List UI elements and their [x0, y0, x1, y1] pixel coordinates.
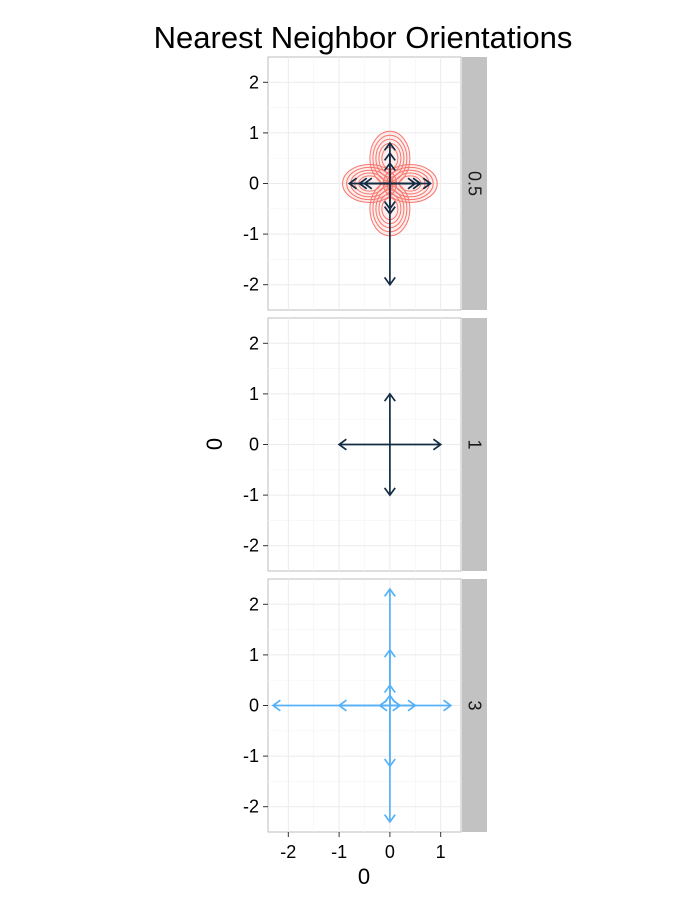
y-tick-label: -1: [243, 746, 259, 766]
vector-arrow: [389, 177, 417, 190]
y-tick-label: 0: [249, 696, 259, 716]
x-axis-title: 0: [358, 864, 370, 889]
y-tick-label: 1: [249, 384, 259, 404]
y-tick-label: 1: [249, 645, 259, 665]
facet-strip-label: 0.5: [465, 171, 485, 196]
vector-arrow: [383, 392, 396, 445]
vector-arrow: [383, 705, 396, 824]
facet-strip: [462, 318, 487, 571]
y-tick-label: -2: [243, 797, 259, 817]
facet-panel-1: -2 -1 0 1 2 0.5: [243, 56, 487, 311]
y-tick-label: 2: [249, 594, 259, 614]
facet-strip: [462, 579, 487, 832]
x-tick-label: 0: [385, 842, 395, 862]
y-axis-title: 0: [202, 438, 227, 450]
vector-arrow: [383, 161, 396, 184]
y-tick-label: 0: [249, 435, 259, 455]
y-tick-label: 2: [249, 333, 259, 353]
vector-arrow: [337, 438, 390, 451]
x-tick-label: -1: [331, 842, 347, 862]
vector-arrow: [383, 693, 396, 706]
vector-arrow: [363, 177, 390, 190]
vector-arrow: [383, 444, 396, 497]
y-tick-label: -1: [243, 224, 259, 244]
facet-strip-label: 3: [465, 700, 485, 710]
y-tick-label: -2: [243, 275, 259, 295]
facets-layer: -2 -1 0 1 2 0.5 -2 -1 0 1 2 1 -2 -1 0 1 2 3 -2 -1 0 1: [243, 56, 487, 862]
y-tick-label: 1: [249, 123, 259, 143]
chart-title: Nearest Neighbor Orientations: [154, 20, 573, 55]
facet-strip: [462, 57, 487, 310]
facet-panel-2: -2 -1 0 1 2 1: [243, 317, 487, 572]
y-tick-label: 0: [249, 174, 259, 194]
x-tick-label: 1: [436, 842, 446, 862]
facet-panel-3: -2 -1 0 1 2 3: [243, 578, 487, 833]
vector-arrow: [389, 438, 443, 451]
facet-strip-label: 1: [465, 439, 485, 449]
y-tick-label: 2: [249, 72, 259, 92]
y-tick-label: -2: [243, 536, 259, 556]
vector-arrow: [383, 183, 396, 287]
x-tick-label: -2: [280, 842, 296, 862]
y-tick-label: -1: [243, 485, 259, 505]
